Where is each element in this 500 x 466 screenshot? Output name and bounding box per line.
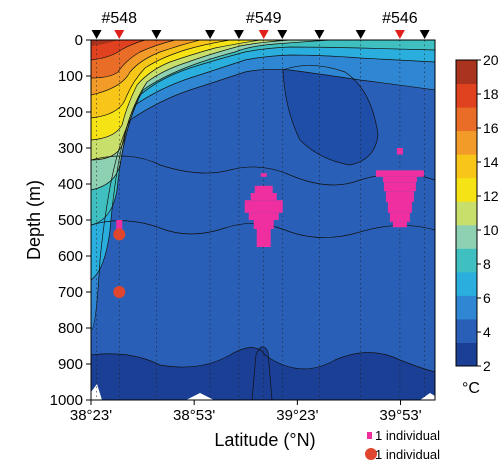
colorbar-tick-label: 6 [483, 290, 491, 306]
colorbar-swatch [456, 177, 477, 202]
plot-area [91, 40, 435, 400]
seabed-right [420, 393, 435, 400]
individual-squares-546 [375, 170, 424, 177]
colorbar-tick-label: 18 [483, 86, 499, 102]
station-marker [233, 30, 244, 39]
individual-squares-546 [382, 176, 417, 183]
individual-circle [113, 228, 126, 241]
station-marker [91, 30, 102, 39]
x-axis-label: Latitude (°N) [214, 430, 315, 450]
individual-squares-546 [385, 191, 414, 202]
station-marker [314, 30, 325, 39]
y-tick-label: 0 [75, 32, 83, 49]
y-tick-label: 1000 [50, 392, 83, 409]
colorbar-swatch [456, 60, 477, 85]
legend-circle-marker [365, 448, 377, 460]
colorbar-tick-label: 4 [483, 324, 491, 340]
y-tick-label: 700 [58, 284, 83, 301]
individual-squares-549 [260, 173, 267, 177]
x-tick-label: 38°23' [70, 407, 112, 424]
station-marker [419, 30, 430, 39]
station-marker [355, 30, 366, 39]
individuals-markers [113, 148, 424, 298]
colorbar-swatch [456, 107, 477, 132]
colorbar-tick-label: 14 [483, 154, 499, 170]
station-labels: #548 #549 #546 [101, 10, 417, 27]
y-tick-label: 200 [58, 104, 83, 121]
y-axis-label: Depth (m) [24, 180, 44, 260]
individual-squares-546 [383, 182, 416, 192]
station-marker [258, 30, 269, 39]
station-marker [114, 30, 125, 39]
station-label: #549 [246, 10, 282, 27]
colorbar-swatch [456, 130, 477, 155]
legend-circle-label: 1 individual [375, 447, 440, 461]
colorbar-swatch [456, 295, 477, 320]
x-tick-label: 38°53' [173, 407, 215, 424]
y-tick-label: 100 [58, 68, 83, 85]
colorbar-swatch [456, 248, 477, 273]
legend-square-label: 1 individual [375, 428, 440, 443]
individual-squares-549 [256, 229, 271, 247]
colorbar-tick-label: 10 [483, 222, 499, 238]
colorbar-tick-label: 12 [483, 188, 499, 204]
individual-squares-546 [387, 202, 412, 213]
colorbar-swatch [456, 271, 477, 296]
legend-square-marker [367, 432, 372, 439]
colorbar-tick-label: 16 [483, 120, 499, 136]
colorbar-swatch [456, 318, 477, 343]
colorbar-tick-label: 2 [483, 358, 491, 374]
station-label: #548 [101, 10, 137, 27]
colorbar-swatch [456, 224, 477, 249]
station-marker [205, 30, 216, 39]
station-label: #546 [382, 10, 418, 27]
y-tick-label: 400 [58, 176, 83, 193]
x-tick-label: 39°23' [276, 407, 318, 424]
legend: 1 individual 1 individual [365, 428, 440, 462]
colorbar-swatch [456, 342, 477, 367]
colorbar-tick-label: 8 [483, 256, 491, 272]
station-marker [151, 30, 162, 39]
layer-20C [91, 40, 145, 60]
y-tick-label: 900 [58, 356, 83, 373]
y-tick-label: 300 [58, 140, 83, 157]
x-axis: 38°23' 38°53' 39°23' 39°53' [70, 400, 422, 424]
individual-squares-549 [253, 220, 274, 229]
cold-core-cell [283, 65, 378, 165]
colorbar: 2 4 6 8 10 12 14 16 18 20 [455, 52, 499, 374]
individual-squares-549 [244, 200, 283, 213]
contour-lines [91, 40, 435, 400]
station-marker [277, 30, 288, 39]
individual-squares-546 [392, 221, 407, 228]
individual-squares-546 [389, 212, 410, 222]
individual-squares-549 [250, 193, 277, 201]
colorbar-swatch [456, 154, 477, 179]
y-axis: 0 100 200 300 400 500 600 700 800 900 1000 [50, 32, 91, 409]
individual-squares-549 [254, 185, 273, 193]
colorbar-tick-label: 20 [483, 52, 499, 68]
individual-squares-548 [116, 220, 123, 237]
y-tick-label: 500 [58, 212, 83, 229]
individual-circle [113, 286, 126, 298]
seabed-mid [186, 393, 214, 400]
colorbar-frame [455, 59, 478, 367]
colorbar-swatch [456, 83, 477, 108]
y-tick-label: 800 [58, 320, 83, 337]
individual-squares-546 [396, 148, 403, 155]
y-tick-label: 600 [58, 248, 83, 265]
colorbar-unit: °C [462, 380, 480, 397]
colorbar-swatch [456, 201, 477, 226]
deep-plume [252, 346, 272, 400]
layer-hot [91, 40, 118, 46]
station-marker [394, 30, 405, 39]
individual-squares-549 [248, 212, 279, 220]
x-tick-label: 39°53' [379, 407, 421, 424]
station-markers [91, 30, 430, 39]
